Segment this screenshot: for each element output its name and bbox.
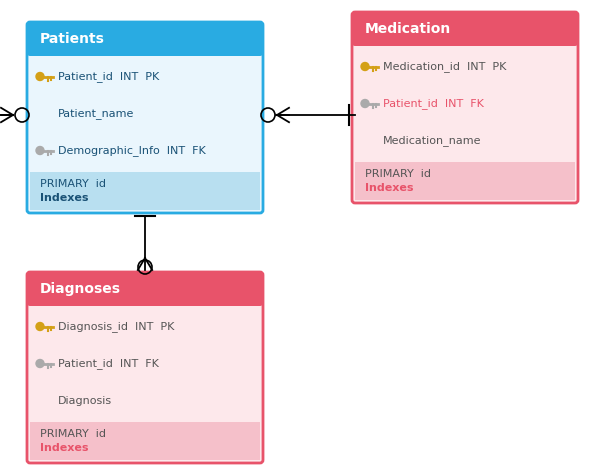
Text: Patient_id  INT  FK: Patient_id INT FK xyxy=(58,358,159,369)
Text: Patient_name: Patient_name xyxy=(58,108,134,119)
Bar xyxy=(30,39,260,53)
Circle shape xyxy=(36,323,44,331)
Text: PRIMARY  id: PRIMARY id xyxy=(40,429,106,439)
Text: Medication_name: Medication_name xyxy=(383,135,481,146)
Bar xyxy=(30,289,260,303)
FancyBboxPatch shape xyxy=(27,272,263,463)
Text: Diagnosis_id  INT  PK: Diagnosis_id INT PK xyxy=(58,321,174,332)
FancyBboxPatch shape xyxy=(27,272,263,306)
Circle shape xyxy=(36,72,44,80)
FancyBboxPatch shape xyxy=(352,12,578,46)
Text: Medication_id  INT  PK: Medication_id INT PK xyxy=(383,61,506,72)
Text: Indexes: Indexes xyxy=(40,193,89,203)
FancyBboxPatch shape xyxy=(352,12,578,203)
Text: PRIMARY  id: PRIMARY id xyxy=(40,179,106,189)
Text: Indexes: Indexes xyxy=(40,443,89,453)
Circle shape xyxy=(361,63,369,71)
Text: Patient_id  INT  PK: Patient_id INT PK xyxy=(58,71,159,82)
Text: Diagnoses: Diagnoses xyxy=(40,282,121,296)
Circle shape xyxy=(36,147,44,155)
Bar xyxy=(30,172,260,210)
Bar xyxy=(355,29,575,43)
Text: Medication: Medication xyxy=(365,22,451,36)
Circle shape xyxy=(36,360,44,368)
Text: Demographic_Info  INT  FK: Demographic_Info INT FK xyxy=(58,145,206,156)
Text: Indexes: Indexes xyxy=(365,183,414,193)
FancyBboxPatch shape xyxy=(27,22,263,213)
FancyBboxPatch shape xyxy=(27,22,263,56)
Bar xyxy=(30,422,260,460)
Text: Diagnosis: Diagnosis xyxy=(58,396,112,405)
Text: Patient_id  INT  FK: Patient_id INT FK xyxy=(383,98,484,109)
Bar xyxy=(355,162,575,200)
Circle shape xyxy=(361,99,369,107)
Text: Patients: Patients xyxy=(40,32,105,46)
Text: PRIMARY  id: PRIMARY id xyxy=(365,169,431,179)
